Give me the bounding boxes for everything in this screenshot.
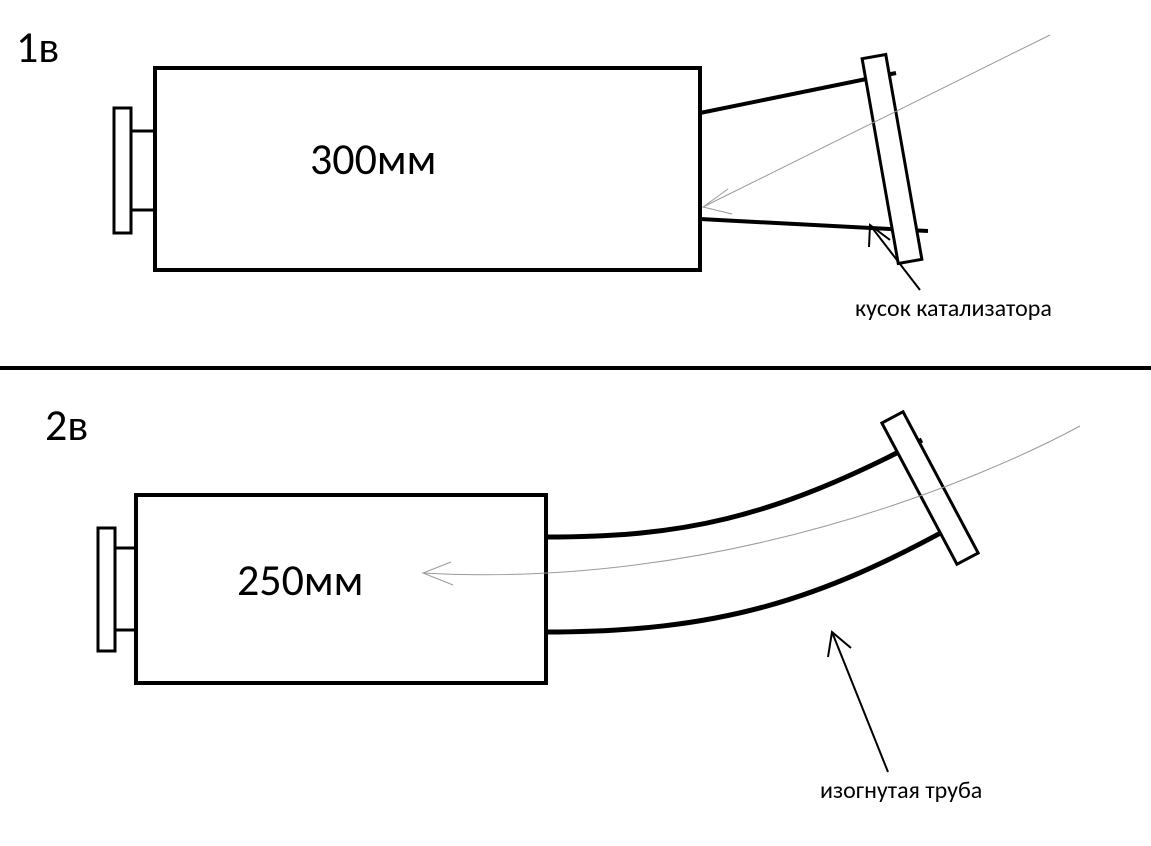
diagram-canvas (0, 0, 1151, 846)
